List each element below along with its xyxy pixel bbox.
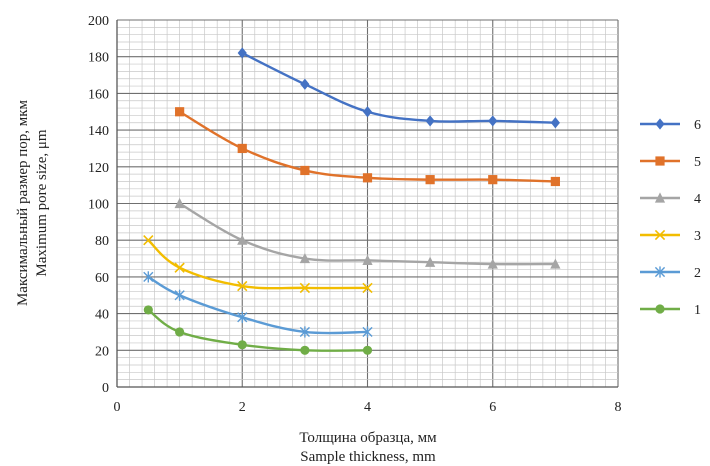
plot-grid [116,19,619,388]
data-point-marker [174,262,185,273]
legend-entry-2: 2 [640,266,701,281]
data-point-marker [175,327,185,337]
legend-marker [654,192,666,203]
legend-marker [654,266,666,278]
data-point-marker [143,271,154,283]
x-tick-label: 4 [364,400,371,415]
y-tick-label: 140 [88,124,109,139]
data-point-marker [237,234,248,245]
x-tick-label: 2 [239,400,246,415]
y-tick-label: 0 [102,381,109,396]
series-line-6 [241,51,556,124]
data-point-marker [362,254,373,265]
y-tick-label: 160 [88,87,109,102]
data-point-marker [300,78,310,90]
data-point-marker [237,340,247,350]
series-6 [237,47,560,129]
series-line-2 [147,275,368,335]
data-point-marker [550,176,560,187]
data-point-marker [425,256,436,267]
data-point-marker [362,345,373,355]
y-tick-label: 200 [88,14,109,29]
data-point-marker [362,282,373,294]
legend-label: 5 [694,155,701,170]
data-point-marker [299,282,311,294]
legend-entry-6: 6 [640,118,701,133]
x-tick-label: 8 [615,400,622,415]
data-point-marker [175,107,185,117]
data-point-marker [174,197,185,209]
legend-entry-4: 4 [640,192,701,207]
series-3 [143,235,373,294]
data-point-marker [488,115,498,127]
y-axis-title-ru: Максимальный размер пор, мкм [15,99,31,306]
legend-entry-5: 5 [640,155,701,170]
y-tick-label: 180 [88,51,109,66]
data-point-marker [299,326,310,338]
data-point-marker [299,252,310,264]
y-tick-label: 60 [95,271,109,286]
data-point-marker [425,175,435,185]
data-point-marker [237,280,248,292]
y-tick-label: 80 [95,234,109,249]
x-axis-title-ru: Толщина образца, мм [299,430,437,446]
data-point-marker [362,173,373,183]
series-2 [143,271,373,338]
data-point-marker [550,117,560,129]
y-tick-label: 100 [88,198,109,213]
y-tick-label: 20 [95,344,109,359]
data-point-marker [237,311,248,323]
data-point-marker [143,235,154,246]
legend-marker [654,229,666,241]
legend-entry-1: 1 [640,303,701,318]
x-tick-label: 6 [489,400,496,415]
legend-label: 2 [694,266,701,281]
data-point-marker [425,115,435,127]
data-point-marker [362,106,373,118]
series-5 [175,107,560,187]
legend-label: 4 [694,192,701,207]
legend-label: 6 [694,118,701,133]
series-4 [174,197,561,269]
data-point-marker [143,305,153,315]
data-point-marker [487,258,498,269]
data-point-marker [362,326,373,338]
x-tick-label: 0 [114,400,121,415]
legend-label: 1 [694,303,701,318]
legend-marker [655,156,665,166]
y-tick-label: 40 [95,308,109,323]
data-point-marker [174,289,185,301]
x-axis-title-en: Sample thickness, mm [300,449,436,465]
legend: 6 5 4 3 2 1 [640,118,701,318]
series-1 [143,305,373,355]
series-layer [143,47,561,355]
data-point-marker [550,258,561,269]
axis-titles: Толщина образца, мм Sample thickness, mm… [15,99,437,465]
y-axis-title-en: Maximum pore size, μm [34,129,50,277]
data-point-marker [300,165,310,176]
legend-marker [655,304,665,314]
y-tick-label: 120 [88,161,109,176]
legend-marker [655,118,665,130]
data-point-marker [488,175,498,185]
data-point-marker [237,143,247,154]
legend-label: 3 [694,229,701,244]
legend-entry-3: 3 [640,229,701,244]
data-point-marker [300,345,310,355]
data-point-marker [237,47,247,59]
